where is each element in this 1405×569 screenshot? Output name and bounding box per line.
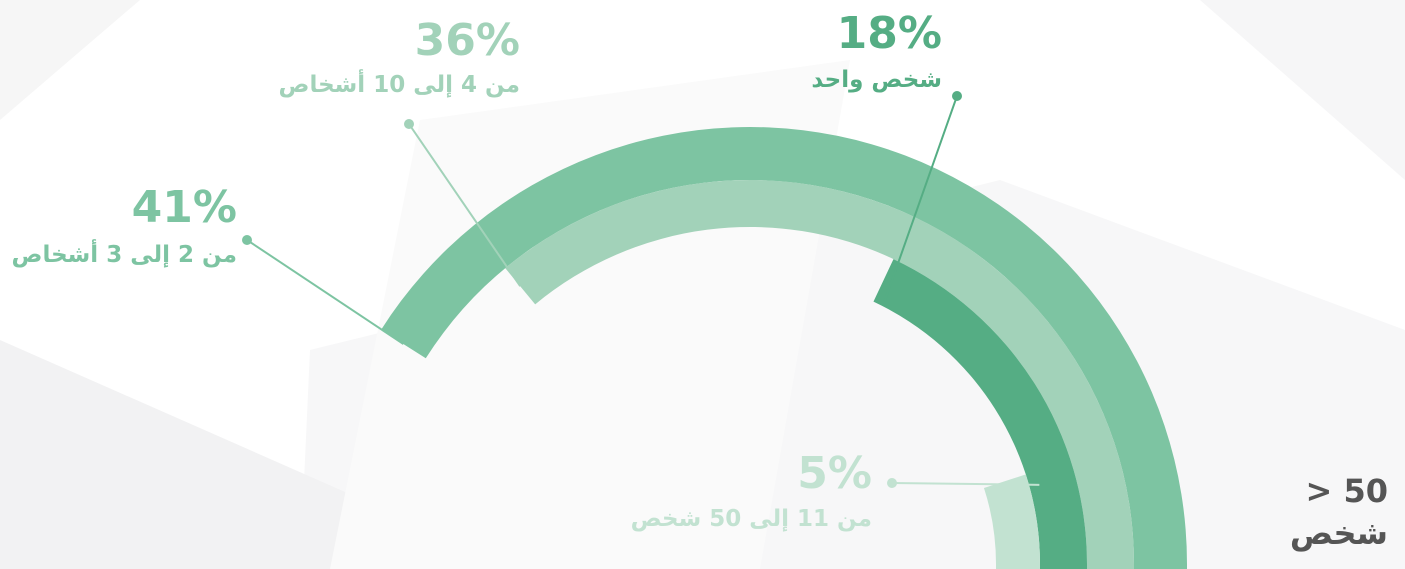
- arc-bar: [505, 180, 1134, 569]
- leader-line: [891, 482, 1040, 486]
- category-label: من 2 إلى 3 أشخاص: [12, 238, 237, 268]
- category-label: شخص واحد: [811, 67, 942, 93]
- leader-line: [883, 95, 958, 302]
- leader-dot: [952, 91, 962, 101]
- arc-bar: [381, 127, 1187, 569]
- leader-dot: [242, 235, 252, 245]
- value-label: 36%: [415, 15, 520, 66]
- value-label: 18%: [837, 8, 942, 59]
- category-label: من 11 إلى 50 شخص: [631, 506, 872, 532]
- leader-line: [408, 123, 522, 287]
- leader-dot: [887, 478, 897, 488]
- value-label: 5%: [797, 448, 872, 499]
- arc-bar: [873, 259, 1087, 569]
- arc-bar: [983, 474, 1040, 569]
- leader-line: [246, 239, 404, 345]
- leader-dot: [404, 119, 414, 129]
- category-label: من 4 إلى 10 أشخاص: [279, 68, 520, 98]
- value-label: 41%: [132, 182, 237, 233]
- category-label: > 50 شخص: [1289, 472, 1388, 552]
